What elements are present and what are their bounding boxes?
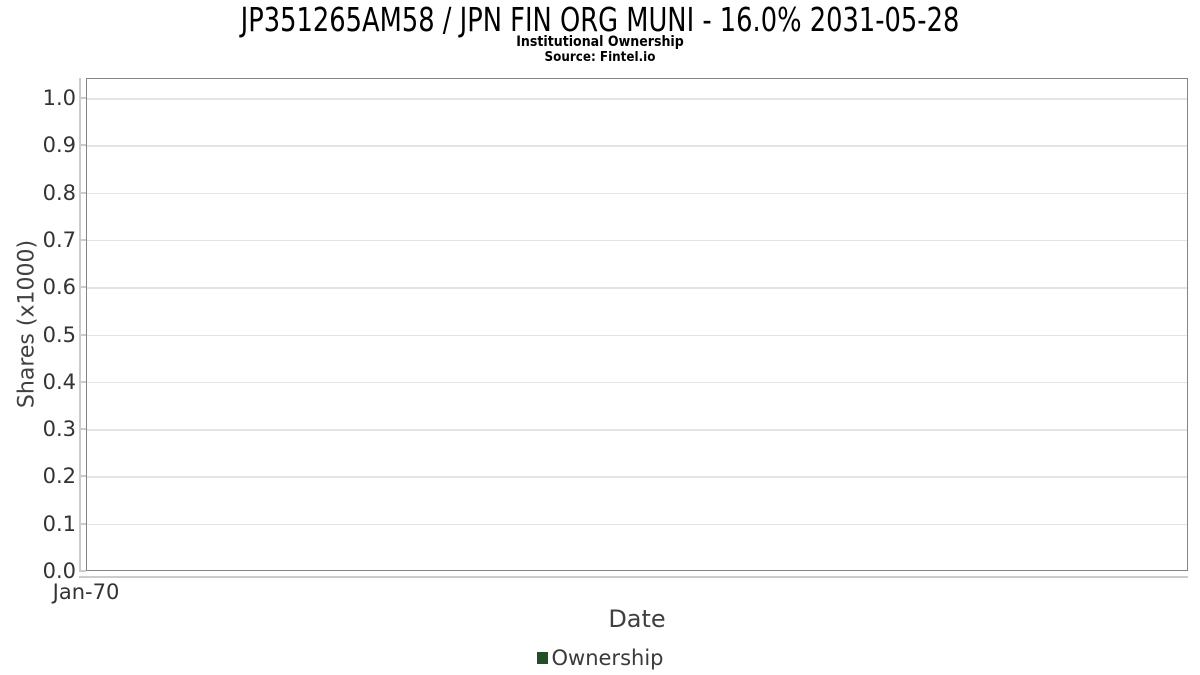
gridline: [87, 523, 1187, 526]
y-tick-mark: [80, 475, 86, 478]
y-tick-label: 1.0: [42, 86, 76, 110]
y-tick-label: 0.0: [42, 559, 76, 583]
y-tick-label: 0.7: [42, 227, 76, 252]
x-tick-label: Jan-70: [52, 580, 120, 604]
legend: Ownership: [0, 645, 1200, 671]
gridline: [87, 145, 1187, 147]
y-tick-mark: [80, 522, 86, 525]
gridline: [87, 239, 1187, 242]
gridline: [87, 287, 1187, 289]
y-tick-mark: [80, 286, 86, 289]
y-tick-mark: [80, 333, 86, 336]
y-tick-mark: [80, 428, 86, 431]
gridline: [87, 192, 1187, 195]
y-tick-label: 0.3: [42, 417, 76, 442]
x-axis-title: Date: [608, 605, 666, 633]
y-tick-label: 0.2: [42, 464, 76, 489]
y-tick-label: 0.6: [42, 275, 76, 300]
legend-item-ownership[interactable]: Ownership: [536, 645, 664, 671]
y-tick-label: 0.5: [42, 322, 76, 347]
gridline: [87, 381, 1187, 384]
y-tick-label: 0.4: [42, 369, 76, 394]
legend-label: Ownership: [551, 646, 664, 670]
gridline: [87, 476, 1187, 478]
y-tick-mark: [80, 97, 86, 99]
y-tick-mark: [80, 191, 86, 194]
y-tick-mark: [80, 380, 86, 383]
y-tick-label: 0.1: [42, 511, 76, 536]
x-axis-line: [79, 576, 1188, 578]
gridline: [87, 429, 1187, 431]
chart-subtitle: Institutional Ownership: [516, 34, 684, 50]
y-axis-line: [79, 78, 81, 572]
chart-title: JP351265AM58 / JPN FIN ORG MUNI - 16.0% …: [240, 0, 960, 39]
chart-source-note: Source: Fintel.io: [544, 50, 656, 65]
y-tick-label: 0.9: [42, 133, 76, 158]
y-tick-mark: [80, 238, 86, 241]
y-tick-label: 0.8: [42, 180, 76, 205]
plot-area: [86, 78, 1188, 571]
y-tick-mark: [80, 144, 86, 147]
legend-marker-square-icon: [536, 652, 548, 664]
y-tick-mark: [80, 570, 86, 572]
gridline: [87, 334, 1187, 336]
gridline: [87, 98, 1187, 100]
